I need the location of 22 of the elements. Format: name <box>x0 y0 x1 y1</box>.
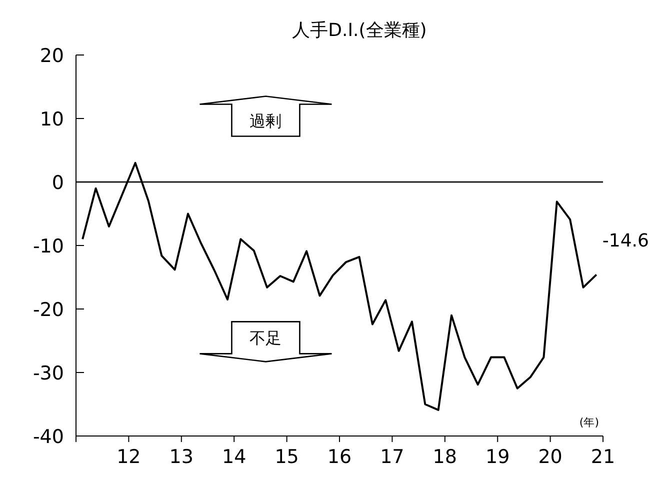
x-tick-label: 21 <box>590 446 616 468</box>
y-tick-label: -20 <box>32 299 64 321</box>
x-axis-title: (年) <box>579 416 599 429</box>
chart-title: 人手D.I.(全業種) <box>292 20 427 41</box>
annotation: 過剰 <box>250 111 282 130</box>
x-tick-label: 14 <box>222 446 246 468</box>
y-tick-label: 0 <box>52 172 64 194</box>
y-tick-label: 20 <box>40 45 64 67</box>
x-tick-label: 17 <box>380 446 404 468</box>
x-tick-label: 15 <box>274 446 299 468</box>
y-tick-label: -40 <box>32 426 64 448</box>
annotation: -14.6 <box>602 230 649 252</box>
x-tick-label: 16 <box>327 446 352 468</box>
x-tick-label: 12 <box>116 446 141 468</box>
y-tick-label: -30 <box>32 362 64 384</box>
x-tick-label: 18 <box>432 446 457 468</box>
x-tick-label: 19 <box>486 446 510 468</box>
x-tick-label: 13 <box>169 446 194 468</box>
y-tick-label: -10 <box>32 236 64 258</box>
x-tick-label: 20 <box>538 446 562 468</box>
annotation: 不足 <box>250 328 282 348</box>
y-tick-label: 10 <box>40 108 64 130</box>
